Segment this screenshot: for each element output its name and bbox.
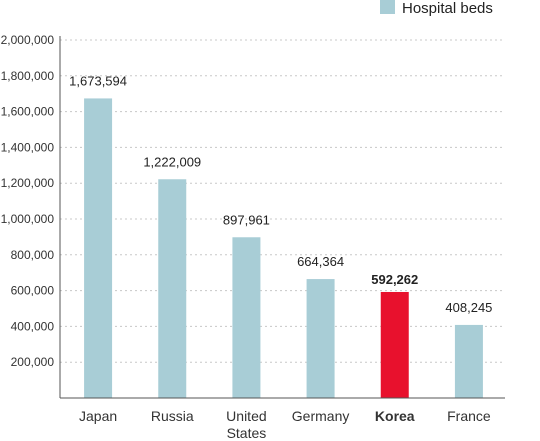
x-category-label: Russia	[151, 408, 194, 424]
legend-label: Hospital beds	[402, 0, 493, 17]
value-label: 897,961	[223, 212, 270, 227]
y-tick-label: 800,000	[11, 248, 55, 262]
bars	[84, 98, 483, 399]
axes	[59, 36, 505, 399]
grid-lines	[60, 39, 505, 363]
y-tick-label: 1,400,000	[1, 140, 55, 154]
bar-russia	[158, 179, 187, 398]
bar-germany	[306, 279, 335, 398]
value-label: 1,673,594	[69, 73, 127, 88]
bar-korea	[380, 291, 409, 398]
x-category-label: Japan	[79, 408, 117, 424]
y-tick-label: 1,600,000	[1, 105, 55, 119]
bar-japan	[84, 98, 113, 399]
x-category-label: France	[447, 408, 491, 424]
x-category-label: Korea	[375, 408, 415, 424]
value-label: 664,364	[297, 254, 344, 269]
legend-swatch	[380, 0, 395, 14]
value-label: 1,222,009	[143, 154, 201, 169]
value-labels: 1,673,594 1,222,009 897,961 664,364 592,262 4…	[69, 73, 492, 314]
value-label: 592,262	[371, 272, 418, 287]
y-tick-label: 1,000,000	[1, 212, 55, 226]
bar-france	[454, 324, 483, 398]
y-axis-tick-labels: 200,000 400,000 600,000 800,000 1,000,000 1,2…	[1, 33, 55, 369]
bar-united-states	[232, 237, 261, 398]
chart-legend: Hospital beds	[380, 0, 493, 17]
y-tick-label: 1,200,000	[1, 176, 55, 190]
y-tick-label: 400,000	[11, 319, 55, 333]
y-tick-label: 600,000	[11, 284, 55, 298]
y-tick-label: 1,800,000	[1, 69, 55, 83]
x-category-label: Germany	[292, 408, 350, 424]
y-tick-label: 2,000,000	[1, 33, 55, 47]
x-category-label: United	[226, 408, 266, 424]
value-label: 408,245	[445, 300, 492, 315]
y-tick-label: 200,000	[11, 355, 55, 369]
x-category-label: States	[227, 425, 267, 441]
